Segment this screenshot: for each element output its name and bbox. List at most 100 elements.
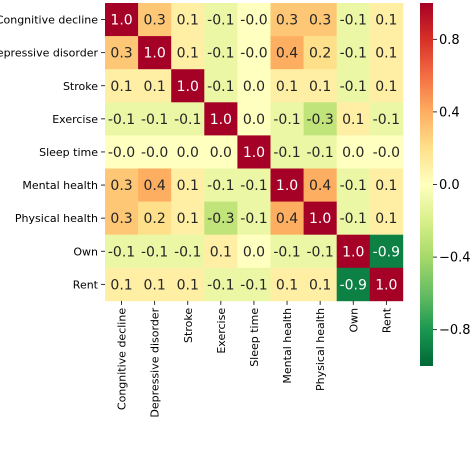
heatmap-cell bbox=[270, 102, 304, 136]
cell-value-label: 0.3 bbox=[144, 13, 166, 29]
cell-value-label: 0.1 bbox=[375, 178, 397, 194]
heatmap-cell bbox=[303, 201, 337, 235]
cell-value-label: 0.1 bbox=[110, 79, 132, 95]
cell-value-label: -0.0 bbox=[240, 46, 267, 62]
cell-value-label: 1.0 bbox=[309, 211, 331, 227]
heatmap-cell bbox=[270, 267, 304, 302]
heatmap-cell bbox=[303, 36, 337, 70]
colorbar-gradient bbox=[420, 3, 433, 366]
cell-value-label: -0.1 bbox=[340, 79, 367, 95]
cell-value-label: 0.3 bbox=[276, 13, 298, 29]
cell-value-label: -0.9 bbox=[340, 277, 367, 293]
heatmap-cell bbox=[303, 267, 337, 302]
cell-value-label: -0.1 bbox=[340, 211, 367, 227]
cell-value-label: 0.1 bbox=[177, 46, 199, 62]
heatmap-cell bbox=[105, 135, 139, 169]
cell-value-label: 0.1 bbox=[375, 46, 397, 62]
row-tick-label: Exercise bbox=[52, 113, 98, 126]
heatmap-cell bbox=[237, 135, 271, 169]
heatmap-cell bbox=[303, 135, 337, 169]
heatmap-cell bbox=[237, 36, 271, 70]
heatmap-cell bbox=[138, 69, 172, 103]
cell-value-label: -0.1 bbox=[141, 244, 168, 260]
cell-value-label: 0.4 bbox=[276, 211, 298, 227]
cell-value-label: -0.0 bbox=[240, 13, 267, 29]
heatmap-cell bbox=[303, 168, 337, 202]
cell-value-label: 0.3 bbox=[309, 13, 331, 29]
row-tick-label: Own bbox=[73, 245, 98, 258]
heatmap-cell bbox=[171, 3, 205, 37]
cell-value-label: -0.1 bbox=[141, 112, 168, 128]
cell-value-label: -0.1 bbox=[340, 46, 367, 62]
cell-value-label: -0.1 bbox=[273, 112, 300, 128]
heatmap-cell bbox=[105, 69, 139, 103]
cell-value-label: -0.1 bbox=[207, 79, 234, 95]
heatmap-cell bbox=[105, 102, 139, 136]
heatmap-cell bbox=[336, 102, 371, 136]
heatmap-cell bbox=[171, 102, 205, 136]
cell-value-label: 0.0 bbox=[243, 112, 265, 128]
cell-value-label: 1.0 bbox=[243, 145, 265, 161]
heatmap-cell bbox=[237, 234, 271, 269]
heatmap-cell bbox=[171, 69, 205, 103]
row-tick-label: Sleep time bbox=[39, 146, 98, 159]
heatmap-cell bbox=[369, 102, 404, 136]
heatmap-cell bbox=[270, 3, 304, 37]
heatmap-cell bbox=[204, 135, 238, 169]
heatmap-cell bbox=[171, 36, 205, 70]
heatmap-cell bbox=[237, 69, 271, 103]
cell-value-label: -0.1 bbox=[207, 13, 234, 29]
heatmap-cell bbox=[138, 36, 172, 70]
cell-value-label: -0.1 bbox=[174, 112, 201, 128]
cell-value-label: 0.1 bbox=[375, 13, 397, 29]
heatmap-cell bbox=[270, 135, 304, 169]
cell-value-label: 1.0 bbox=[110, 13, 132, 29]
cell-value-label: -0.9 bbox=[373, 244, 400, 260]
cell-value-label: -0.1 bbox=[340, 13, 367, 29]
cell-value-label: 0.1 bbox=[375, 211, 397, 227]
heatmap-cell bbox=[369, 201, 404, 235]
heatmap-cell bbox=[204, 3, 238, 37]
cell-value-label: -0.1 bbox=[108, 244, 135, 260]
row-tick-label: Congnitive decline bbox=[0, 14, 98, 27]
cell-value-label: -0.1 bbox=[273, 244, 300, 260]
row-tick-label: Rent bbox=[73, 278, 99, 291]
column-labels: Congnitive decline Depressive disorder Str… bbox=[116, 300, 393, 418]
column-tick-label: Sleep time bbox=[248, 308, 261, 367]
cell-value-label: -0.3 bbox=[306, 112, 333, 128]
heatmap-cell bbox=[369, 168, 404, 202]
heatmap-cell bbox=[303, 69, 337, 103]
cell-value-label: -0.0 bbox=[141, 145, 168, 161]
cell-value-label: -0.1 bbox=[373, 112, 400, 128]
cell-value-label: 0.0 bbox=[342, 145, 364, 161]
row-labels: Congnitive decline Depressive disorder Str… bbox=[0, 14, 105, 291]
cell-value-label: 0.1 bbox=[309, 79, 331, 95]
cell-value-label: -0.1 bbox=[240, 277, 267, 293]
heatmap-cell bbox=[204, 168, 238, 202]
cell-value-label: -0.1 bbox=[207, 46, 234, 62]
cell-value-label: -0.1 bbox=[240, 178, 267, 194]
column-tick-label: Rent bbox=[380, 307, 393, 333]
colorbar-tick-label: 0.4 bbox=[439, 105, 460, 120]
cell-value-label: 0.4 bbox=[276, 46, 298, 62]
heatmap-cell bbox=[336, 267, 371, 302]
cell-value-label: 0.3 bbox=[110, 46, 132, 62]
heatmap-cell bbox=[138, 102, 172, 136]
cell-value-label: -0.1 bbox=[108, 112, 135, 128]
cell-value-label: -0.1 bbox=[207, 178, 234, 194]
heatmap-cell bbox=[138, 3, 172, 37]
heatmap-cells: 1.0 0.3 0.1 -0.1 -0.0 0.3 0.3 -0.1 0.10.3 1.0 0.1-… bbox=[105, 3, 404, 302]
heatmap-cell bbox=[105, 201, 139, 235]
cell-value-label: 0.0 bbox=[243, 244, 265, 260]
cell-value-label: 0.1 bbox=[309, 277, 331, 293]
cell-value-label: -0.1 bbox=[174, 244, 201, 260]
heatmap-cell bbox=[138, 267, 172, 302]
cell-value-label: 0.1 bbox=[177, 277, 199, 293]
cell-value-label: 0.0 bbox=[177, 145, 199, 161]
cell-value-label: 0.1 bbox=[177, 13, 199, 29]
heatmap-cell bbox=[204, 201, 238, 235]
heatmap-cell bbox=[336, 135, 371, 169]
cell-value-label: -0.1 bbox=[306, 244, 333, 260]
heatmap-cell bbox=[105, 36, 139, 70]
cell-value-label: -0.1 bbox=[306, 145, 333, 161]
